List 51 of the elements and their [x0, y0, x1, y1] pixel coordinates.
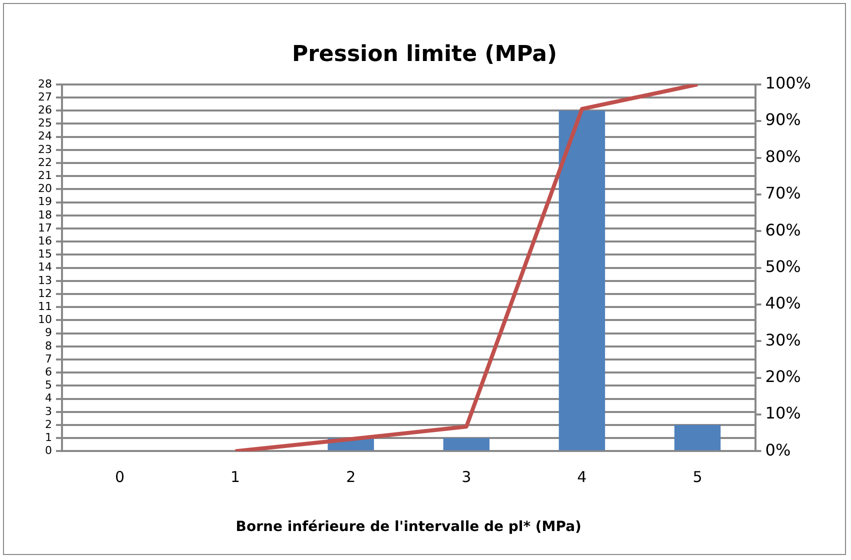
- y-tick-label: 26: [38, 103, 52, 116]
- y-tick-label: 22: [38, 156, 52, 169]
- y2-tick-label: 80%: [765, 146, 801, 166]
- y2-tick-label: 10%: [765, 404, 801, 423]
- y2-tick-label: 0%: [765, 440, 791, 460]
- y-tick-label: 0: [44, 444, 52, 458]
- x-tick-label: 5: [692, 468, 702, 486]
- bar: [558, 110, 606, 450]
- y-tick-label: 19: [38, 195, 52, 208]
- y-tick-label: 9: [44, 326, 52, 340]
- y-tick-label: 4: [44, 392, 52, 405]
- y2-tick-label: 60%: [765, 220, 801, 240]
- y-tick-label: 18: [38, 208, 52, 222]
- y-tick-label: 23: [38, 142, 52, 156]
- y2-tick-label: 90%: [765, 110, 801, 130]
- y2-tick-label: 40%: [765, 294, 801, 313]
- y-tick-label: 1: [44, 430, 52, 444]
- y-tick-label: 17: [38, 221, 52, 234]
- y-tick-label: 21: [38, 168, 52, 182]
- y-tick-label: 15: [38, 248, 52, 261]
- y-tick-label: 25: [38, 116, 52, 130]
- y-tick-label: 2: [44, 418, 52, 431]
- y-tick-label: 13: [38, 274, 52, 287]
- y2-tick-label: 20%: [765, 366, 801, 386]
- y2-tick-label: 30%: [765, 330, 801, 350]
- y-tick-label: 20: [38, 182, 52, 196]
- y-tick-label: 27: [38, 90, 52, 104]
- y-tick-label: 14: [38, 260, 52, 274]
- y2-tick-label: 100%: [765, 74, 812, 93]
- y-tick-label: 12: [38, 286, 52, 300]
- y-tick-label: 10: [38, 313, 52, 326]
- x-tick-label: 0: [114, 468, 125, 486]
- y-tick-label: 7: [44, 352, 52, 366]
- y-tick-label: 24: [38, 130, 52, 143]
- y2-tick-label: 70%: [765, 184, 801, 203]
- y-tick-label: 5: [44, 378, 52, 392]
- bar: [674, 425, 721, 450]
- y-tick-label: 28: [38, 77, 52, 90]
- x-axis-title: Borne inférieure de l'intervalle de pl* (MPa): [236, 519, 582, 536]
- y2-tick-label: 50%: [765, 256, 801, 276]
- x-tick-label: 4: [577, 468, 587, 486]
- y-tick-label: 8: [44, 339, 52, 352]
- y-tick-label: 11: [38, 300, 52, 313]
- chart-title: Pression limite (MPa): [292, 42, 558, 67]
- x-tick-label: 1: [230, 468, 240, 486]
- x-tick-label: 3: [462, 468, 472, 486]
- y-tick-label: 16: [38, 234, 52, 248]
- y-tick-label: 3: [44, 404, 52, 418]
- y-tick-label: 6: [44, 365, 52, 378]
- x-tick-label: 2: [346, 468, 356, 486]
- bar: [443, 438, 490, 450]
